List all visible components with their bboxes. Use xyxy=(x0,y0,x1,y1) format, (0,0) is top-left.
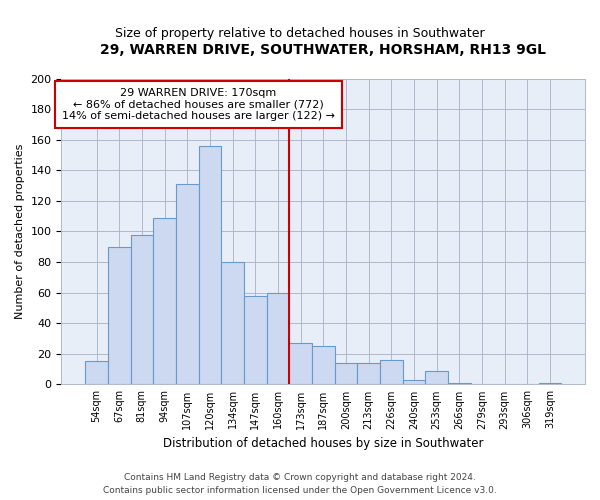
Bar xyxy=(539,383,561,384)
Bar xyxy=(131,234,153,384)
Bar xyxy=(380,360,403,384)
Bar xyxy=(335,363,357,384)
Bar xyxy=(289,343,312,384)
Text: Contains HM Land Registry data © Crown copyright and database right 2024.
Contai: Contains HM Land Registry data © Crown c… xyxy=(103,473,497,495)
Text: Size of property relative to detached houses in Southwater: Size of property relative to detached ho… xyxy=(115,28,485,40)
X-axis label: Distribution of detached houses by size in Southwater: Distribution of detached houses by size … xyxy=(163,437,484,450)
Bar xyxy=(312,346,335,385)
Bar xyxy=(221,262,244,384)
Y-axis label: Number of detached properties: Number of detached properties xyxy=(15,144,25,319)
Text: 29 WARREN DRIVE: 170sqm
← 86% of detached houses are smaller (772)
14% of semi-d: 29 WARREN DRIVE: 170sqm ← 86% of detache… xyxy=(62,88,335,121)
Bar xyxy=(244,296,266,384)
Bar xyxy=(153,218,176,384)
Title: 29, WARREN DRIVE, SOUTHWATER, HORSHAM, RH13 9GL: 29, WARREN DRIVE, SOUTHWATER, HORSHAM, R… xyxy=(100,42,546,56)
Bar xyxy=(448,383,470,384)
Bar xyxy=(425,370,448,384)
Bar xyxy=(85,362,108,384)
Bar xyxy=(357,363,380,384)
Bar xyxy=(266,292,289,384)
Bar xyxy=(108,247,131,384)
Bar xyxy=(403,380,425,384)
Bar xyxy=(176,184,199,384)
Bar xyxy=(199,146,221,384)
